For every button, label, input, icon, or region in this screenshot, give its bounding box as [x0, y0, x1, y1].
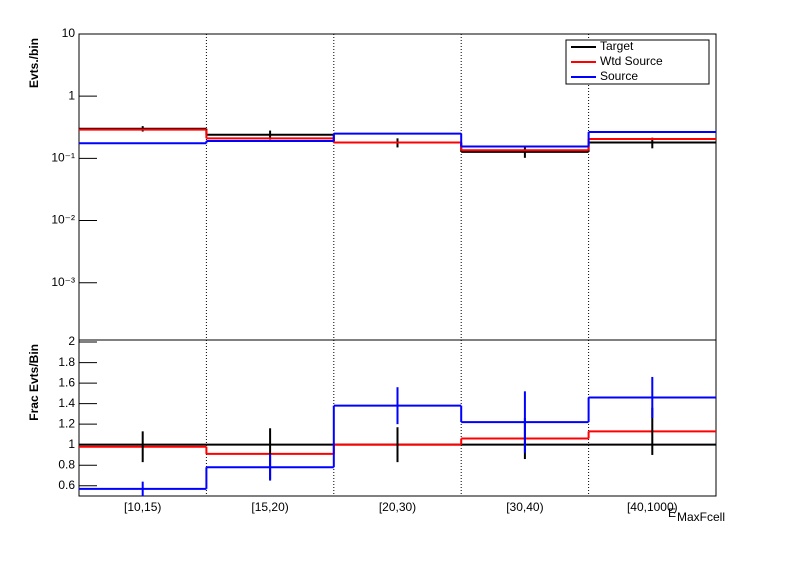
y-tick-label: 10⁻² — [51, 213, 75, 227]
y-tick-label: 10⁻¹ — [51, 151, 75, 165]
y-tick-label: 0.6 — [58, 478, 75, 492]
y-axis-label: Frac Evts/Bin — [27, 344, 41, 421]
legend-label: Source — [600, 69, 638, 83]
y-tick-label: 10⁻³ — [51, 275, 75, 289]
x-tick-label: [10,15) — [124, 500, 161, 514]
x-tick-label: [15,20) — [251, 500, 288, 514]
y-tick-label: 1.6 — [58, 375, 75, 389]
y-tick-label: 0.8 — [58, 457, 75, 471]
x-tick-label: [40,1000) — [627, 500, 678, 514]
y-tick-label: 10 — [62, 26, 76, 40]
plot-frame — [78, 339, 717, 497]
x-tick-label: [20,30) — [379, 500, 416, 514]
legend-label: Wtd Source — [600, 54, 663, 68]
y-tick-label: 1.8 — [58, 355, 75, 369]
x-axis-label: E — [668, 506, 676, 520]
x-axis-label-sub: MaxFcell — [677, 510, 725, 524]
y-tick-label: 1.4 — [58, 396, 75, 410]
x-tick-label: [30,40) — [506, 500, 543, 514]
y-tick-label: 1 — [68, 88, 75, 102]
legend-label: Target — [600, 39, 634, 53]
y-tick-label: 2 — [68, 334, 75, 348]
y-axis-label: Evts./bin — [27, 38, 41, 88]
y-tick-label: 1 — [68, 437, 75, 451]
y-tick-label: 1.2 — [58, 416, 75, 430]
